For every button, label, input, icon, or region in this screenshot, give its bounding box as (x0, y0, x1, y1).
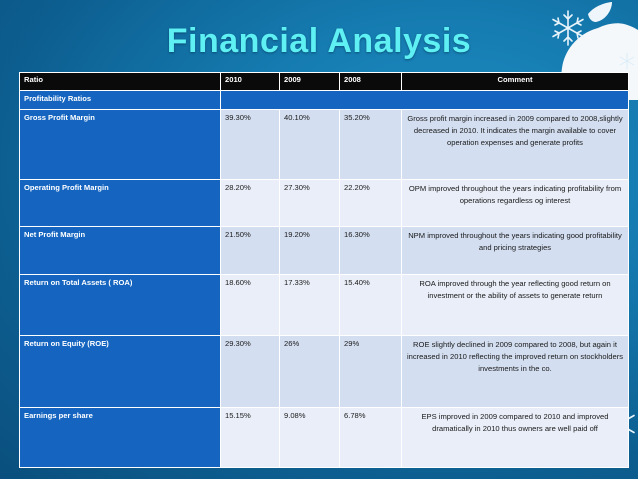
header-2009: 2009 (279, 72, 340, 91)
value-2009: 27.30% (279, 178, 340, 227)
ratio-label: Return on Total Assets ( ROA) (19, 274, 221, 336)
ratio-label: Net Profit Margin (19, 225, 221, 276)
table-row: Net Profit Margin 21.50% 19.20% 16.30% N… (19, 225, 629, 276)
value-2009: 26% (279, 334, 340, 409)
table-header-row: Ratio 2010 2009 2008 Comment (19, 72, 629, 91)
page-title: Financial Analysis (166, 22, 472, 60)
snowflake-icon (552, 10, 584, 46)
comment-cell: ROE slightly declined in 2009 compared t… (401, 334, 629, 409)
table-row: Earnings per share 15.15% 9.08% 6.78% EP… (19, 407, 629, 468)
value-2008: 35.20% (339, 108, 402, 180)
ratio-label: Return on Equity (ROE) (19, 334, 221, 409)
comment-cell: ROA improved through the year reflecting… (401, 274, 629, 336)
value-2010: 18.60% (220, 274, 280, 336)
value-2008: 6.78% (339, 407, 402, 468)
section-label: Profitability Ratios (19, 89, 221, 110)
table-row: Return on Equity (ROE) 29.30% 26% 29% RO… (19, 334, 629, 409)
ratio-label: Earnings per share (19, 407, 221, 468)
ratio-label: Gross Profit Margin (19, 108, 221, 180)
comment-cell: NPM improved throughout the years indica… (401, 225, 629, 276)
value-2010: 28.20% (220, 178, 280, 227)
value-2009: 9.08% (279, 407, 340, 468)
value-2008: 22.20% (339, 178, 402, 227)
snowflake-icon (619, 53, 635, 69)
value-2008: 15.40% (339, 274, 402, 336)
financial-ratios-table: Ratio 2010 2009 2008 Comment Profitabili… (19, 72, 629, 468)
value-2010: 39.30% (220, 108, 280, 180)
value-2009: 40.10% (279, 108, 340, 180)
header-2010: 2010 (220, 72, 280, 91)
value-2008: 16.30% (339, 225, 402, 276)
header-2008: 2008 (339, 72, 402, 91)
ratio-label: Operating Profit Margin (19, 178, 221, 227)
value-2010: 29.30% (220, 334, 280, 409)
value-2009: 19.20% (279, 225, 340, 276)
section-row: Profitability Ratios (19, 89, 629, 110)
comment-cell: EPS improved in 2009 compared to 2010 an… (401, 407, 629, 468)
comment-cell: OPM improved throughout the years indica… (401, 178, 629, 227)
value-2010: 15.15% (220, 407, 280, 468)
table-row: Operating Profit Margin 28.20% 27.30% 22… (19, 178, 629, 227)
table-row: Gross Profit Margin 39.30% 40.10% 35.20%… (19, 108, 629, 180)
value-2010: 21.50% (220, 225, 280, 276)
table-row: Return on Total Assets ( ROA) 18.60% 17.… (19, 274, 629, 336)
comment-cell: Gross profit margin increased in 2009 co… (401, 108, 629, 180)
header-ratio: Ratio (19, 72, 221, 91)
header-comment: Comment (401, 72, 629, 91)
value-2008: 29% (339, 334, 402, 409)
value-2009: 17.33% (279, 274, 340, 336)
